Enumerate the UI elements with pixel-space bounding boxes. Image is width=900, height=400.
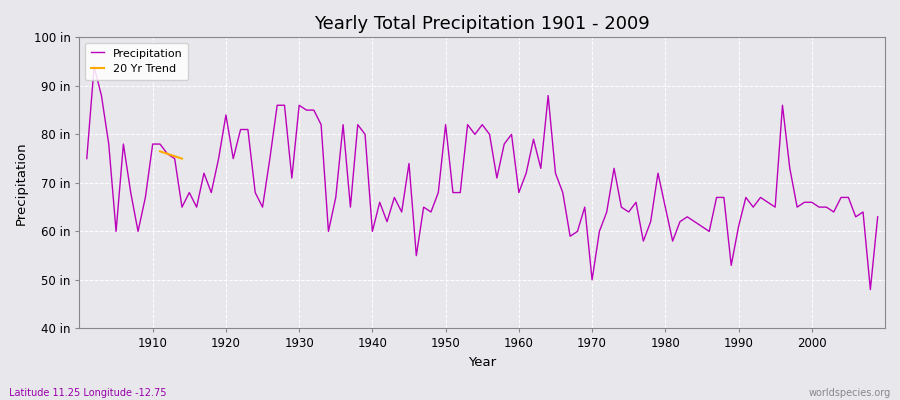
Precipitation bbox=[309, 108, 320, 112]
20 Yr Trend bbox=[162, 151, 173, 156]
Precipitation bbox=[872, 214, 883, 219]
Precipitation bbox=[148, 142, 158, 146]
Y-axis label: Precipitation: Precipitation bbox=[15, 141, 28, 225]
Line: 20 Yr Trend: 20 Yr Trend bbox=[160, 151, 182, 159]
Text: Latitude 11.25 Longitude -12.75: Latitude 11.25 Longitude -12.75 bbox=[9, 388, 166, 398]
Precipitation bbox=[89, 64, 100, 69]
Precipitation bbox=[81, 156, 92, 161]
Legend: Precipitation, 20 Yr Trend: Precipitation, 20 Yr Trend bbox=[85, 43, 188, 80]
Text: worldspecies.org: worldspecies.org bbox=[809, 388, 891, 398]
20 Yr Trend bbox=[155, 149, 166, 154]
Precipitation bbox=[513, 190, 524, 195]
Precipitation bbox=[521, 171, 532, 176]
20 Yr Trend bbox=[169, 154, 180, 158]
X-axis label: Year: Year bbox=[468, 356, 496, 369]
Precipitation bbox=[608, 166, 619, 171]
Precipitation bbox=[352, 122, 363, 127]
Title: Yearly Total Precipitation 1901 - 2009: Yearly Total Precipitation 1901 - 2009 bbox=[314, 15, 650, 33]
Line: Precipitation: Precipitation bbox=[86, 66, 878, 290]
Precipitation bbox=[865, 287, 876, 292]
20 Yr Trend bbox=[176, 156, 187, 161]
